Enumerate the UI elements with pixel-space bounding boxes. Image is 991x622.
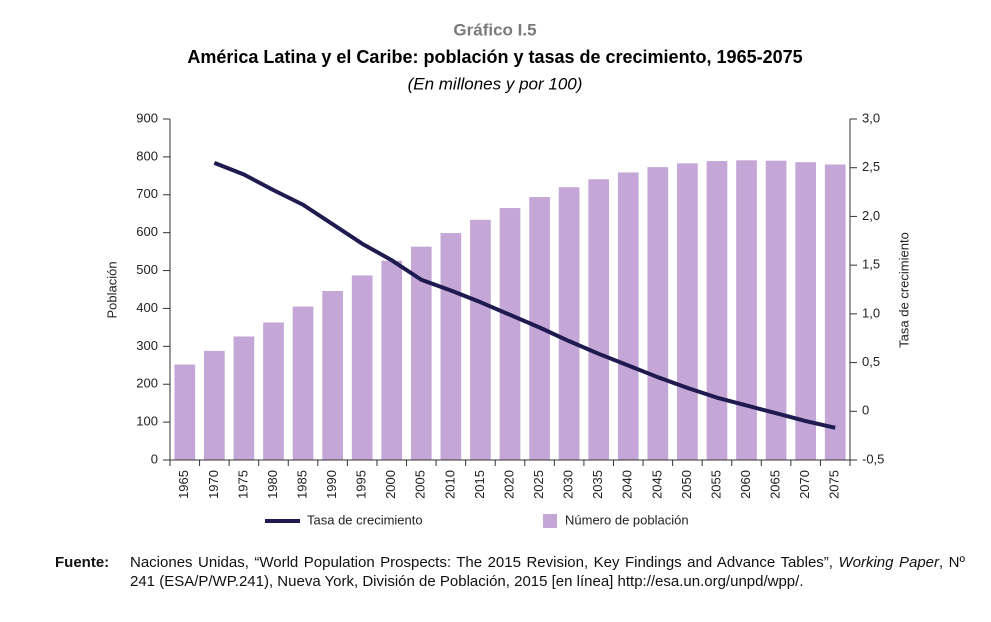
y2-tick-label: 0,5: [862, 354, 880, 369]
bar: [824, 164, 846, 460]
bar: [588, 179, 610, 460]
chart-supertitle: Gráfico I.5: [453, 20, 536, 39]
bar: [263, 322, 284, 460]
bar: [736, 160, 757, 460]
x-tick-label: 2015: [472, 470, 487, 499]
bar: [233, 336, 255, 460]
bar: [499, 208, 521, 460]
source-text: Naciones Unidas, “World Population Prosp…: [130, 553, 965, 591]
source-label: Fuente:: [55, 554, 110, 571]
bar: [470, 219, 491, 460]
y2-tick-label: 0: [862, 403, 869, 418]
bar: [795, 162, 816, 460]
x-tick-label: 2045: [649, 470, 664, 499]
y-tick-label: 800: [136, 148, 158, 163]
x-tick-label: 1965: [176, 470, 191, 499]
x-tick-label: 2055: [708, 470, 723, 499]
x-tick-label: 2050: [679, 470, 694, 499]
x-tick-label: 2065: [768, 470, 783, 499]
legend-label: Tasa de crecimiento: [307, 512, 423, 527]
y-tick-label: 400: [136, 300, 158, 315]
bar: [617, 172, 639, 460]
source-text-part: , Nº 241 (ESA/P/WP.241), Nueva York, Div…: [130, 554, 965, 590]
x-tick-label: 2020: [501, 470, 516, 499]
y2-tick-label: -0,5: [862, 451, 884, 466]
bar: [558, 187, 580, 460]
bar: [440, 233, 462, 460]
x-tick-label: 2035: [590, 470, 605, 499]
bar: [410, 246, 432, 460]
bar: [174, 364, 196, 460]
source-note: Fuente: Naciones Unidas, “World Populati…: [55, 553, 965, 591]
x-tick-label: 1980: [265, 470, 280, 499]
bar: [381, 260, 403, 460]
y-tick-label: 900: [136, 110, 158, 125]
x-tick-label: 1985: [294, 470, 309, 499]
y2-axis-label: Tasa de crecimiento: [896, 232, 911, 348]
x-tick-label: 1970: [206, 470, 221, 499]
legend-swatch: [543, 514, 557, 528]
x-tick-label: 2030: [561, 470, 576, 499]
x-tick-label: 1975: [235, 470, 250, 499]
bar: [765, 160, 787, 460]
bar: [351, 275, 373, 460]
legend-label: Número de población: [565, 512, 689, 527]
x-tick-label: 2070: [797, 470, 812, 499]
y-tick-label: 700: [136, 186, 158, 201]
bar: [204, 350, 225, 460]
x-tick-label: 1995: [354, 470, 369, 499]
y2-tick-label: 1,5: [862, 257, 880, 272]
bar: [647, 167, 669, 460]
y-tick-label: 0: [151, 451, 158, 466]
chart-title: América Latina y el Caribe: población y …: [187, 47, 802, 67]
chart: Gráfico I.5 América Latina y el Caribe: …: [104, 20, 911, 528]
line: [213, 160, 836, 430]
x-tick-label: 2000: [383, 470, 398, 499]
bar: [706, 161, 728, 460]
source-text-part: Naciones Unidas, “World Population Prosp…: [130, 554, 839, 571]
y-axis-label: Población: [104, 261, 119, 318]
source-text-italic: Working Paper: [838, 554, 940, 571]
y2-tick-label: 2,0: [862, 208, 880, 223]
x-tick-label: 2025: [531, 470, 546, 499]
y2-tick-label: 1,0: [862, 305, 880, 320]
bar: [322, 291, 343, 460]
x-tick-label: 2010: [442, 470, 457, 499]
chart-subtitle: (En millones y por 100): [408, 74, 583, 93]
x-tick-label: 2040: [620, 470, 635, 499]
y-tick-label: 100: [136, 414, 158, 429]
x-tick-label: 2075: [827, 470, 842, 499]
y-tick-label: 500: [136, 262, 158, 277]
x-tick-label: 1990: [324, 470, 339, 499]
y2-tick-label: 2,5: [862, 159, 880, 174]
y-tick-label: 300: [136, 338, 158, 353]
bar: [292, 306, 314, 460]
y-tick-label: 600: [136, 224, 158, 239]
y2-tick-label: 3,0: [862, 110, 880, 125]
x-tick-label: 2005: [413, 470, 428, 499]
y-tick-label: 200: [136, 376, 158, 391]
x-tick-label: 2060: [738, 470, 753, 499]
bar: [677, 163, 698, 460]
